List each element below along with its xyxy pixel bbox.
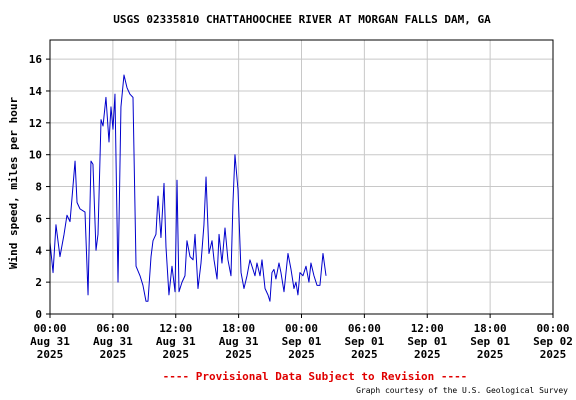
x-tick-label: 12:00 <box>159 322 192 335</box>
y-tick-label: 4 <box>35 244 42 257</box>
data-line <box>49 74 327 302</box>
credit: Graph courtesy of the U.S. Geological Su… <box>356 386 568 395</box>
x-tick-year: 2025 <box>288 348 315 361</box>
y-tick-label: 8 <box>35 181 42 194</box>
y-tick-label: 6 <box>35 212 42 225</box>
x-tick-year: 2025 <box>100 348 127 361</box>
x-tick-year: 2025 <box>414 348 441 361</box>
x-tick-date: Aug 31 <box>156 335 196 348</box>
x-tick-date: Aug 31 <box>30 335 70 348</box>
x-tick-label: 00:00 <box>536 322 569 335</box>
y-tick-label: 10 <box>29 149 42 162</box>
x-tick-year: 2025 <box>225 348 252 361</box>
x-tick-date: Sep 01 <box>470 335 510 348</box>
y-tick-label: 14 <box>29 85 43 98</box>
y-axis-label: Wind speed, miles per hour <box>7 97 20 270</box>
x-tick-date: Sep 01 <box>407 335 447 348</box>
x-tick-date: Sep 01 <box>282 335 322 348</box>
x-tick-label: 06:00 <box>348 322 381 335</box>
x-tick-label: 00:00 <box>33 322 66 335</box>
x-tick-date: Sep 02 <box>533 335 573 348</box>
x-tick-year: 2025 <box>351 348 378 361</box>
x-tick-label: 18:00 <box>474 322 507 335</box>
chart-title: USGS 02335810 CHATTAHOOCHEE RIVER AT MOR… <box>113 13 491 26</box>
x-tick-year: 2025 <box>540 348 567 361</box>
plot-frame <box>49 39 554 315</box>
x-tick-label: 06:00 <box>96 322 129 335</box>
x-tick-label: 00:00 <box>285 322 318 335</box>
x-tick-label: 18:00 <box>222 322 255 335</box>
x-tick-date: Sep 01 <box>345 335 385 348</box>
y-tick-label: 16 <box>29 53 43 66</box>
x-tick-date: Aug 31 <box>93 335 133 348</box>
x-tick-year: 2025 <box>37 348 64 361</box>
y-tick-label: 12 <box>29 117 42 130</box>
x-tick-year: 2025 <box>477 348 504 361</box>
x-tick-year: 2025 <box>163 348 190 361</box>
x-tick-date: Aug 31 <box>219 335 259 348</box>
x-tick-label: 12:00 <box>411 322 444 335</box>
y-tick-label: 2 <box>35 276 42 289</box>
y-tick-label: 0 <box>35 308 42 321</box>
provisional-note: ---- Provisional Data Subject to Revisio… <box>163 370 468 383</box>
